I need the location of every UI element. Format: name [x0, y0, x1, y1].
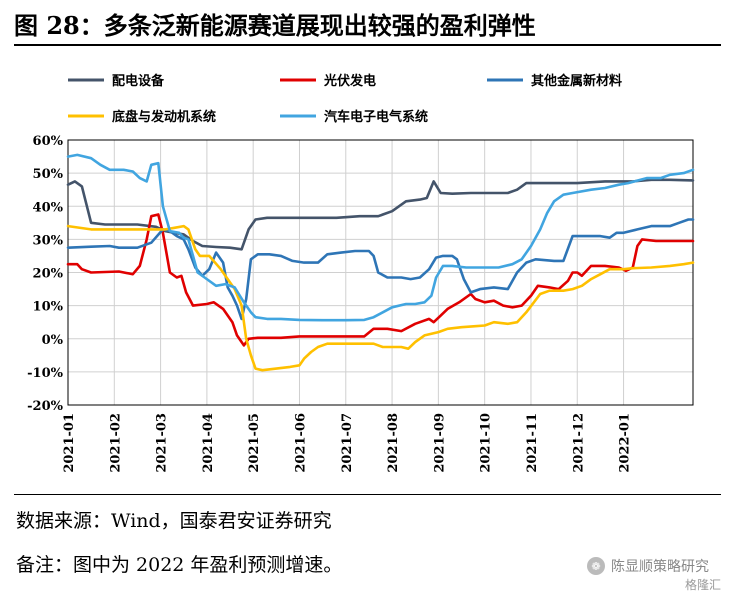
x-tick-label: 2021-03 — [155, 413, 170, 473]
y-tick-label: -20% — [27, 399, 63, 414]
chart-note: 备注：图中为 2022 年盈利预测增速。 — [16, 554, 343, 576]
series-lines — [66, 153, 695, 372]
y-tick-label: 30% — [33, 233, 64, 248]
data-source: 数据来源：Wind，国泰君安证券研究 — [16, 510, 332, 532]
x-tick-label: 2021-12 — [571, 413, 586, 473]
series-line-5 — [66, 153, 695, 322]
x-tick-label: 2021-05 — [247, 413, 262, 473]
x-tick-label: 2021-09 — [432, 413, 447, 473]
legend-label: 其他金属新材料 — [531, 73, 622, 89]
y-tick-label: 0% — [42, 333, 64, 348]
legend-label: 底盘与发动机系统 — [112, 109, 216, 125]
x-tick-label: 2022-01 — [618, 413, 633, 473]
y-tick-label: 50% — [33, 167, 64, 182]
x-tick-label: 2021-06 — [293, 413, 308, 473]
y-tick-label: 20% — [33, 267, 64, 282]
plot-border — [67, 139, 694, 406]
series-line-4 — [66, 224, 695, 372]
watermark-sub: 格隆汇 — [684, 578, 721, 592]
wechat-icon: ❁ — [587, 557, 605, 575]
x-axis-tick-labels: 2021-01 2021-02 2021-03 2021-04 2021-05 2021-… — [62, 413, 633, 473]
series-line-2 — [66, 213, 695, 347]
source-divider — [14, 494, 721, 495]
x-tick-label: 2021-08 — [386, 413, 401, 473]
x-tick-label: 2021-04 — [201, 413, 216, 473]
x-tick-label: 2021-02 — [108, 413, 123, 473]
y-tick-label: -10% — [27, 366, 63, 381]
x-tick-label: 2021-07 — [340, 413, 355, 473]
watermark-text: 陈显顺策略研究 — [611, 559, 709, 575]
x-tick-label: 2021-01 — [62, 413, 77, 473]
y-axis-tick-labels: 60% 50% 40% 30% 20% 10% 0% -10% -20% — [27, 134, 63, 414]
legend-label: 汽车电子电气系统 — [324, 109, 428, 125]
y-tick-label: 10% — [33, 300, 64, 315]
x-tick-label: 2021-10 — [479, 413, 494, 473]
x-tick-label: 2021-11 — [525, 413, 540, 473]
plot-frame — [67, 139, 694, 406]
figure-title: 图 28：多条泛新能源赛道展现出较强的盈利弹性 — [14, 11, 536, 40]
legend-label: 光伏发电 — [323, 73, 376, 89]
legend-label: 配电设备 — [112, 73, 165, 89]
title-divider — [14, 44, 721, 46]
series-line-3 — [66, 218, 695, 321]
y-tick-label: 40% — [33, 200, 64, 215]
watermark: ❁ 陈显顺策略研究 — [587, 556, 709, 576]
y-tick-label: 60% — [33, 134, 64, 149]
